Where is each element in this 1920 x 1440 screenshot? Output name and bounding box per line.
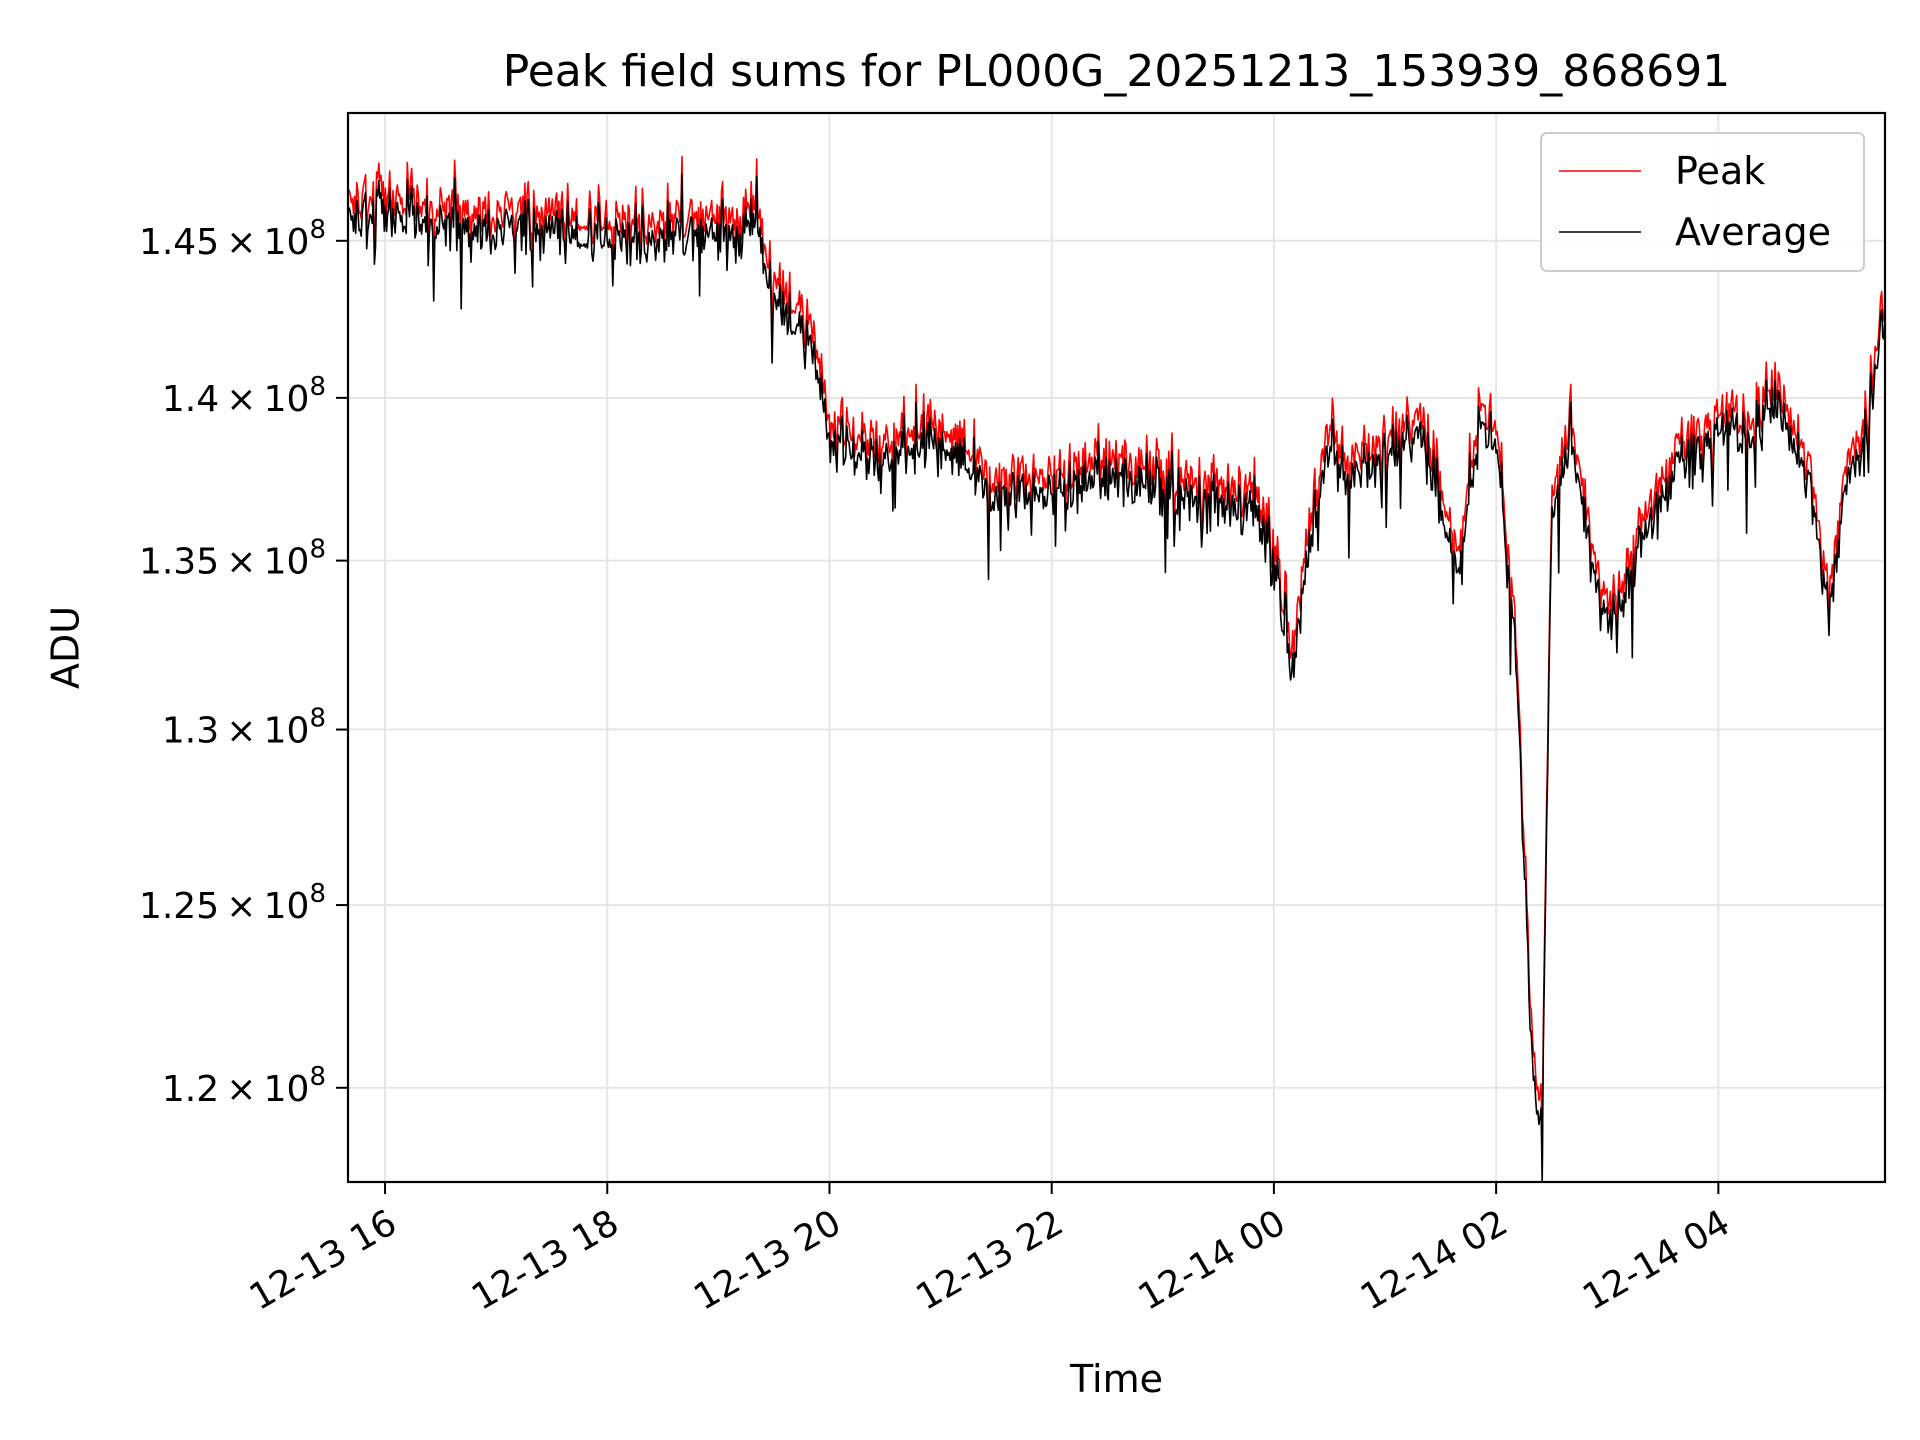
- y-tick-label: 1.35 × 108: [139, 535, 326, 583]
- series-lines: [347, 155, 1886, 1183]
- y-tick-label: 1.45 × 108: [139, 215, 326, 263]
- y-tick-label: 1.4 × 108: [162, 372, 326, 420]
- x-axis-label: Time: [1069, 1357, 1163, 1401]
- y-tick-label: 1.3 × 108: [162, 704, 326, 752]
- y-tick-label: 1.25 × 108: [139, 879, 326, 927]
- legend-label-average: Average: [1675, 210, 1831, 254]
- chart-title: Peak field sums for PL000G_20251213_1539…: [503, 46, 1730, 97]
- series-line-average: [347, 173, 1886, 1183]
- y-axis-label: ADU: [44, 606, 88, 689]
- y-tick-label: 1.2 × 108: [162, 1062, 326, 1110]
- plot-area: [346, 111, 1887, 1184]
- legend-box: [1540, 132, 1865, 272]
- legend-label-peak: Peak: [1675, 149, 1765, 193]
- legend: Peak Average: [1540, 132, 1865, 272]
